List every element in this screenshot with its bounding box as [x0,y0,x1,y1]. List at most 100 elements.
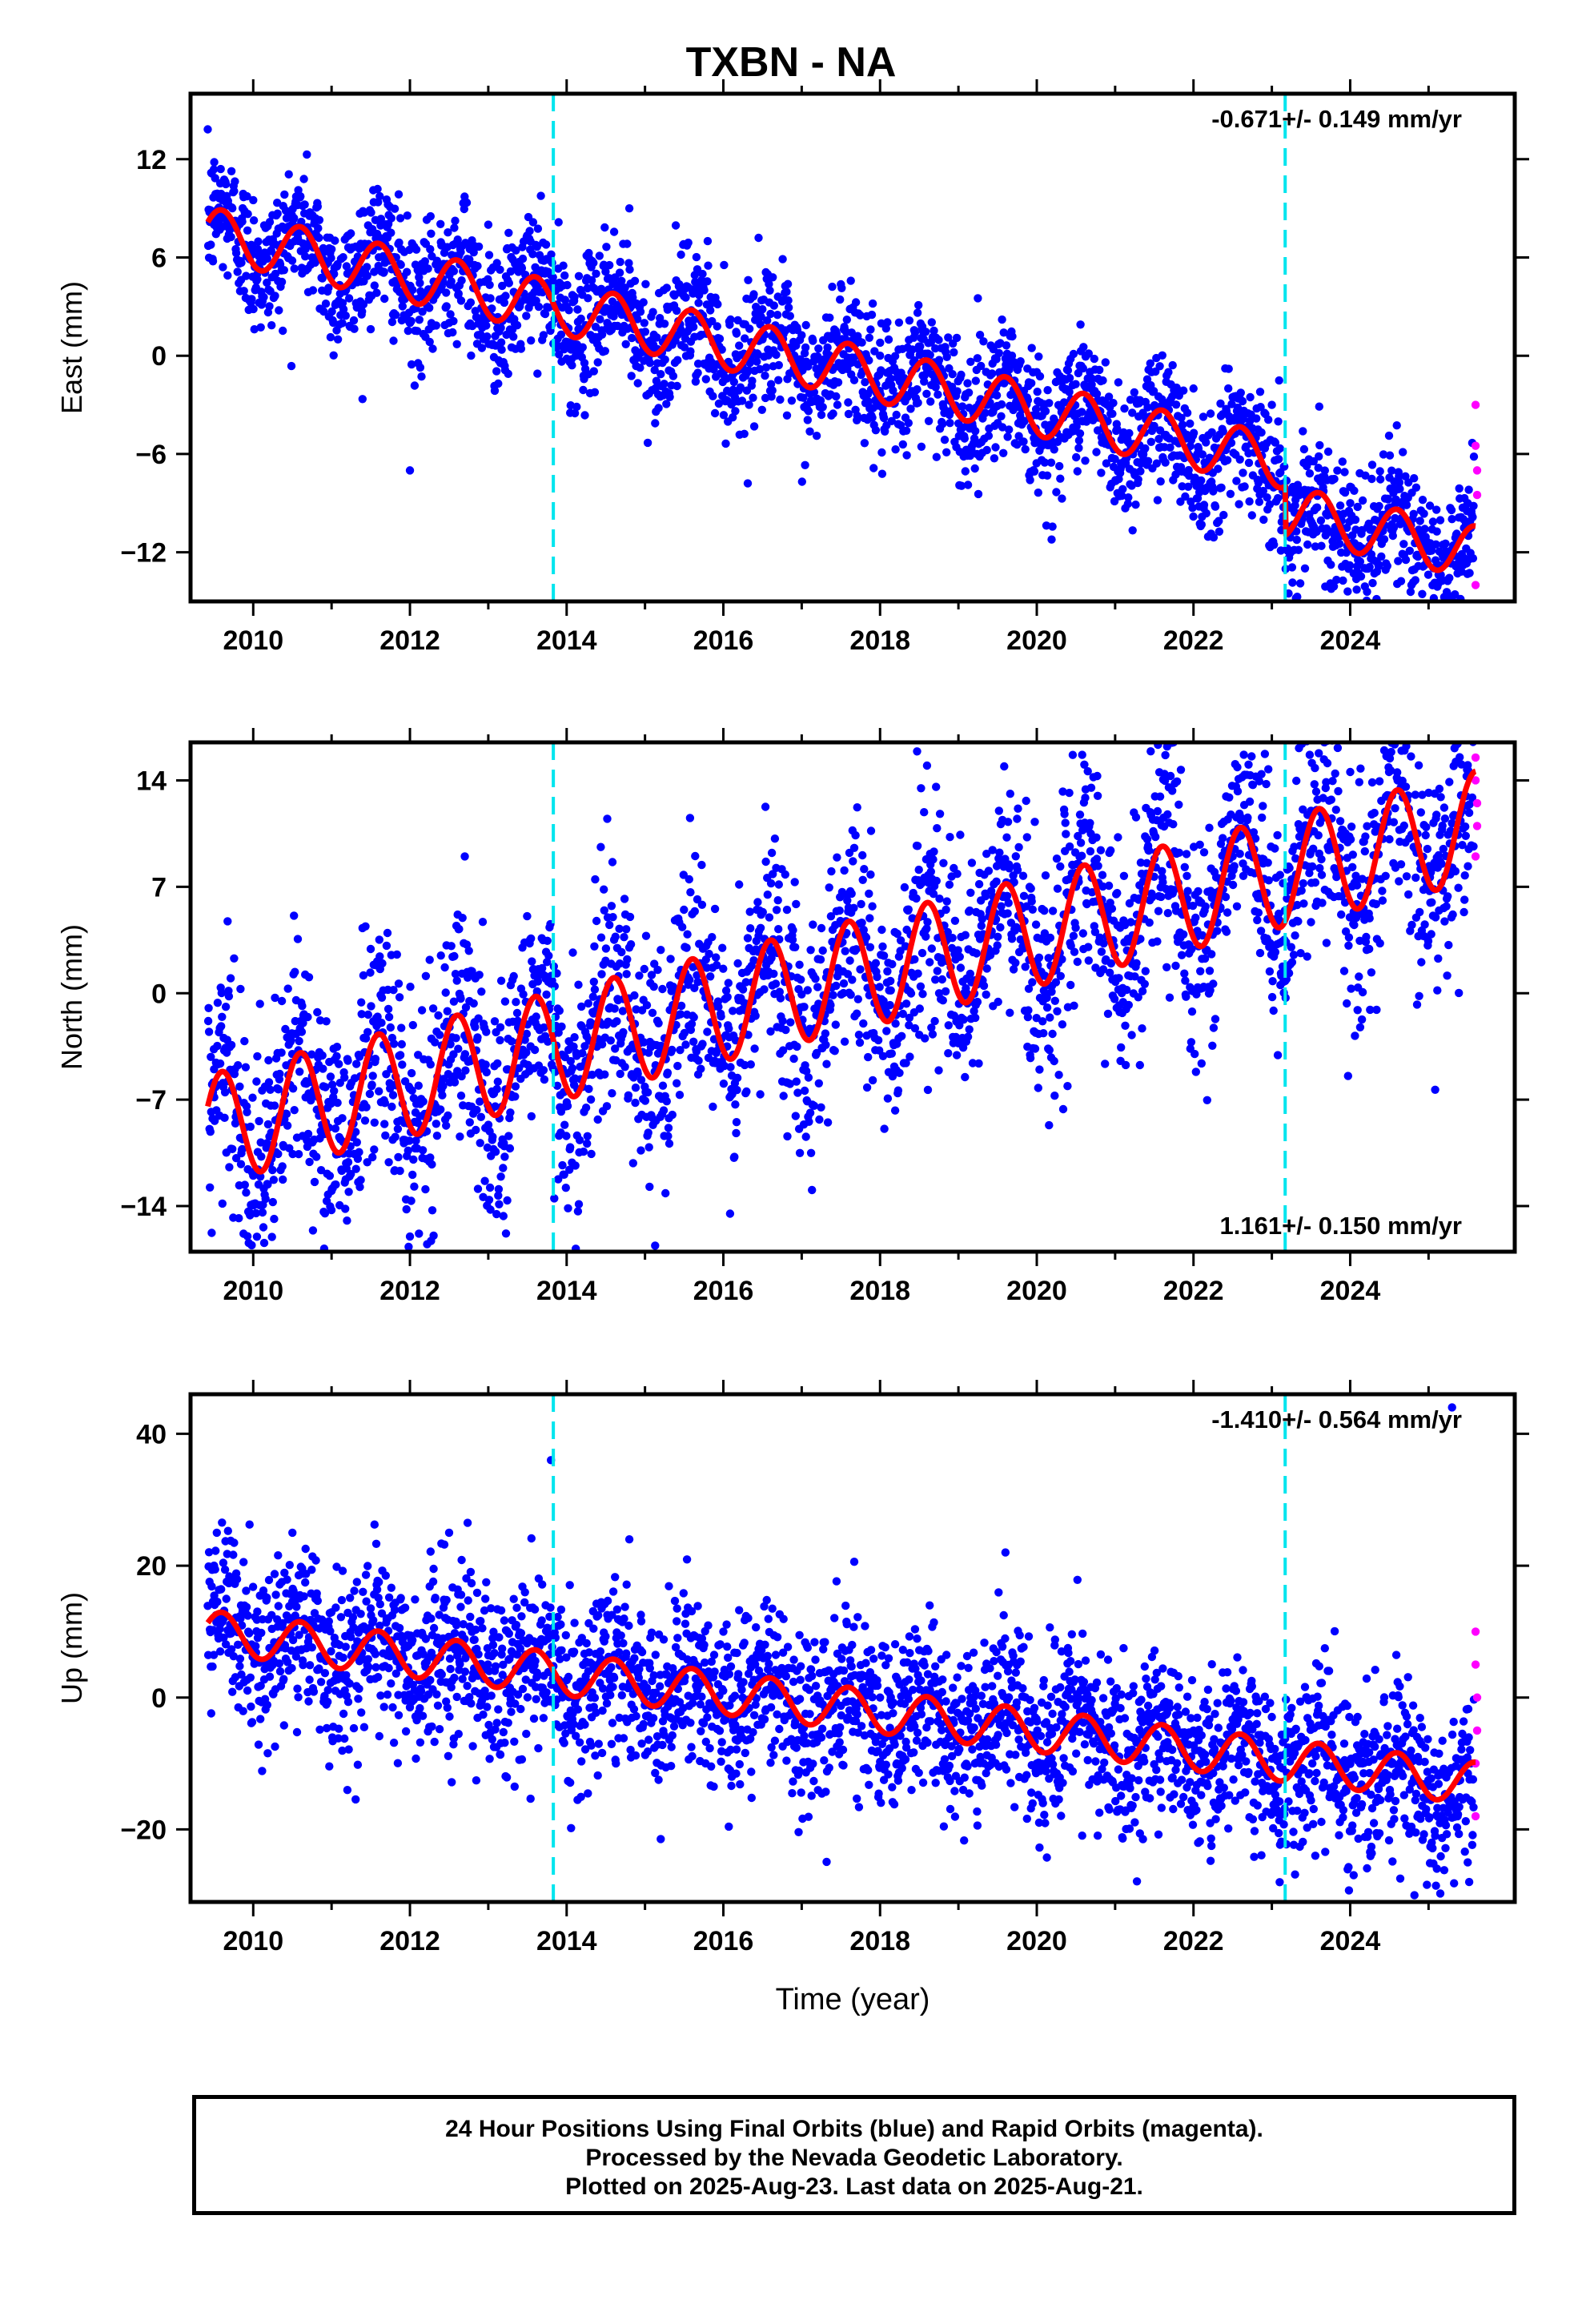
final-orbit-point [492,1209,501,1219]
final-orbit-point [859,1019,868,1028]
final-orbit-point [218,1012,227,1022]
final-orbit-point [353,1154,363,1164]
final-orbit-point [204,1027,214,1036]
final-orbit-point [791,1112,800,1120]
final-orbit-point [875,983,884,991]
final-orbit-point [712,953,721,962]
final-orbit-point [571,1161,580,1170]
final-orbit-point [893,929,902,939]
final-orbit-point [713,961,721,970]
final-orbit-point [821,1040,830,1050]
final-orbit-point [1276,546,1286,555]
final-orbit-point [858,875,867,885]
final-orbit-point [652,333,661,342]
final-orbit-point [832,981,841,991]
final-orbit-point [469,247,478,257]
final-orbit-point [644,1143,653,1152]
final-orbit-point [732,329,741,338]
final-orbit-point [625,265,634,274]
final-orbit-point [454,289,463,298]
final-orbit-point [360,1116,370,1125]
final-orbit-point [412,245,421,254]
final-orbit-point [584,1084,593,1094]
y-tick-label: 6 [151,243,167,274]
final-orbit-point [610,1004,619,1013]
final-orbit-point [295,1036,303,1046]
final-orbit-point [1340,468,1349,476]
final-orbit-point [681,1040,690,1049]
final-orbit-point [725,1209,735,1218]
final-orbit-point [455,924,464,934]
final-orbit-point [1000,762,1009,771]
final-orbit-point [384,1158,393,1167]
final-orbit-point [616,1069,624,1079]
final-orbit-point [895,1068,904,1078]
final-orbit-point [375,935,383,944]
final-orbit-point [274,1149,283,1159]
final-orbit-point [347,229,355,238]
final-orbit-point [680,905,689,915]
final-orbit-point [355,1183,364,1192]
final-orbit-point [1056,474,1065,483]
final-orbit-point [428,1004,438,1013]
final-orbit-point [808,1185,817,1195]
final-orbit-point [210,1116,219,1125]
final-orbit-point [494,379,503,388]
final-orbit-point [238,217,247,226]
final-orbit-point [456,1092,466,1100]
final-orbit-point [1300,564,1310,573]
final-orbit-point [1075,429,1085,438]
final-orbit-point [442,1121,451,1130]
final-orbit-point [662,1097,671,1106]
final-orbit-point [320,1209,330,1218]
final-orbit-point [249,195,258,205]
final-orbit-point [301,252,310,261]
final-orbit-point [1186,419,1195,428]
final-orbit-point [253,275,262,283]
final-orbit-point [1050,1092,1059,1100]
final-orbit-point [570,408,580,418]
final-orbit-point [290,214,299,223]
final-orbit-point [775,987,784,996]
final-orbit-point [597,330,607,339]
final-orbit-point [1177,413,1186,422]
final-orbit-point [1013,866,1022,875]
final-orbit-point [362,1103,371,1112]
x-tick-label: 2024 [1320,625,1381,656]
final-orbit-point [866,325,875,334]
final-orbit-point [1375,467,1384,476]
final-orbit-point [768,386,777,395]
final-orbit-point [447,942,456,951]
final-orbit-point [886,976,895,986]
final-orbit-point [913,308,922,317]
final-orbit-point [504,369,512,378]
final-orbit-point [277,996,287,1006]
final-orbit-point [1026,1054,1035,1063]
final-orbit-point [1040,458,1050,467]
final-orbit-point [757,405,766,414]
final-orbit-point [243,210,252,219]
final-orbit-point [449,267,459,275]
final-orbit-point [805,1108,815,1117]
final-orbit-point [846,276,855,285]
final-orbit-point [377,993,387,1003]
final-orbit-point [941,987,950,996]
final-orbit-point [583,1139,592,1148]
final-orbit-point [249,304,258,314]
final-orbit-point [449,1050,458,1059]
final-orbit-point [370,1145,379,1154]
final-orbit-point [416,363,425,372]
final-orbit-point [1395,478,1404,487]
final-orbit-point [543,958,552,967]
final-orbit-point [966,451,975,460]
final-orbit-point [1239,414,1248,424]
final-orbit-point [550,1194,559,1203]
final-orbit-point [255,999,264,1008]
final-orbit-point [407,1068,416,1078]
final-orbit-point [685,875,693,884]
final-orbit-point [685,814,695,822]
final-orbit-point [767,954,776,963]
final-orbit-point [590,388,600,396]
final-orbit-point [426,211,435,221]
final-orbit-point [745,400,753,409]
